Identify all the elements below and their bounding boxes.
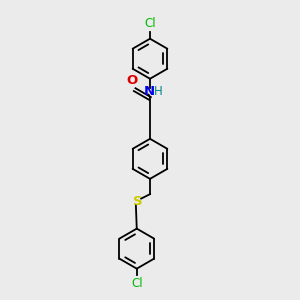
Text: N: N xyxy=(143,85,155,98)
Text: S: S xyxy=(134,195,143,208)
Text: H: H xyxy=(154,85,163,98)
Text: Cl: Cl xyxy=(131,277,142,290)
Text: O: O xyxy=(127,74,138,87)
Text: Cl: Cl xyxy=(144,17,156,31)
